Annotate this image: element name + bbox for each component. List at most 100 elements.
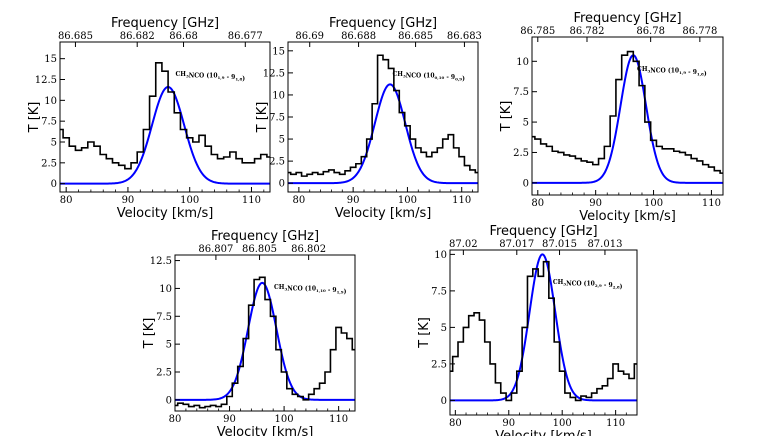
y-tick-label: 2.5: [513, 148, 529, 159]
observed-spectrum-line: [288, 54, 478, 177]
y-tick-label: 15: [272, 46, 285, 57]
x-tick-label: 80: [60, 195, 73, 206]
transition-label-subscript: 0,9: [455, 77, 462, 82]
transition-label-text: ): [620, 284, 623, 291]
top-tick-label: 86.782: [569, 26, 604, 37]
x-axis-title: Velocity [km/s]: [335, 206, 432, 221]
x-tick-label: 90: [589, 198, 602, 209]
x-tick-label: 90: [347, 195, 360, 206]
top-tick-label: 87.017: [499, 239, 534, 250]
transition-label-subscript: 3: [403, 74, 406, 79]
y-tick-label: 7.5: [269, 113, 285, 124]
y-axis-title: T [K]: [27, 102, 42, 134]
transition-label-subscript: 1,10: [316, 288, 326, 293]
y-tick-label: 7.5: [513, 87, 529, 98]
transition-label-subscript: 1,9: [337, 290, 344, 295]
transition-label-text: NCO (10: [566, 281, 595, 288]
x-axis-title: Velocity [km/s]: [495, 429, 592, 436]
x-tick-label: 80: [449, 418, 462, 429]
transition-label: CH3NCO (101,9 - 91,8): [176, 71, 246, 83]
transition-label-text: ): [462, 76, 465, 83]
plot-frame: [59, 41, 271, 193]
top-tick-label: 86.78: [636, 26, 665, 37]
x-tick-label: 90: [502, 418, 515, 429]
transition-label-text: - 9: [444, 74, 455, 81]
y-tick-label: 7.5: [431, 286, 447, 297]
transition-label-subscript: 2,8: [613, 285, 620, 290]
transition-label-text: CH: [274, 284, 285, 291]
y-tick-label: 0: [441, 396, 447, 407]
observed-spectrum-line: [175, 276, 355, 409]
top-axis-title: Frequency [GHz]: [489, 224, 597, 239]
transition-label-text: CH: [176, 71, 187, 78]
transition-label-subscript: 1,8: [697, 72, 704, 77]
y-tick-label: 5: [166, 340, 172, 351]
top-tick-label: 86.778: [682, 26, 717, 37]
top-tick-label: 86.807: [198, 244, 233, 255]
transition-label-text: - 9: [686, 69, 697, 76]
transition-label-subscript: 3: [563, 282, 566, 287]
y-tick-label: 5: [523, 118, 529, 129]
transition-label-text: NCO (10: [650, 68, 679, 75]
y-tick-label: 12.5: [150, 256, 172, 267]
x-tick-label: 100: [275, 414, 294, 425]
spectrum-panel-top-right: 80 90 100 110 0 2.5 5 7.5 10 86.785 86.782 86.78 86.…: [499, 11, 724, 224]
x-tick-label: 90: [223, 414, 236, 425]
top-tick-label: 86.802: [291, 244, 326, 255]
y-tick-label: 2.5: [156, 368, 172, 379]
model-fit-line: [288, 83, 478, 185]
top-tick-label: 86.785: [520, 26, 555, 37]
x-tick-label: 110: [702, 198, 721, 209]
x-tick-label: 110: [606, 418, 625, 429]
transition-label-subscript: 1,9: [679, 70, 686, 75]
top-tick-label: 86.685: [398, 31, 433, 42]
y-tick-label: 12.5: [263, 68, 285, 79]
transition-label: CH3NCO (101,9 - 91,8): [637, 66, 707, 78]
y-axis-title: T [K]: [499, 101, 514, 133]
y-tick-label: 0: [51, 179, 57, 190]
y-axis-title: T [K]: [255, 102, 270, 134]
top-tick-label: 86.805: [242, 244, 277, 255]
y-tick-label: 10: [159, 284, 172, 295]
transition-label-text: ): [344, 289, 347, 296]
y-tick-label: 12.5: [35, 75, 57, 86]
x-axis-title: Velocity [km/s]: [579, 209, 676, 224]
plot-frame: [174, 254, 356, 412]
observed-spectrum-line: [532, 50, 723, 174]
top-tick-label: 86.677: [228, 31, 263, 42]
y-tick-label: 10: [434, 250, 447, 261]
x-tick-label: 110: [452, 195, 471, 206]
x-tick-label: 110: [242, 195, 261, 206]
x-tick-label: 100: [180, 195, 199, 206]
x-axis-title: Velocity [km/s]: [217, 425, 314, 436]
y-tick-label: 5: [51, 138, 57, 149]
y-tick-label: 10: [516, 57, 529, 68]
top-axis-title: Frequency [GHz]: [211, 229, 319, 244]
plot-frame: [287, 41, 479, 193]
transition-label-subscript: 1,9: [218, 75, 225, 80]
transition-label-subscript: 2,9: [595, 283, 602, 288]
y-tick-label: 7.5: [156, 312, 172, 323]
spectrum-panel-bottom-left: 80 90 100 110 0 2.5 5 7.5 10 12.5 86.807 86.805 86.8…: [142, 229, 356, 436]
top-tick-label: 86.688: [341, 31, 376, 42]
transition-label-text: NCO (10: [406, 73, 435, 80]
y-tick-label: 10: [272, 90, 285, 101]
transition-label-subscript: 0,10: [435, 75, 445, 80]
y-tick-label: 2.5: [269, 157, 285, 168]
transition-label-subscript: 3: [648, 69, 651, 74]
top-axis-title: Frequency [GHz]: [573, 11, 681, 26]
top-axis-title: Frequency [GHz]: [329, 16, 437, 31]
y-tick-label: 2.5: [41, 158, 57, 169]
y-tick-label: 5: [441, 323, 447, 334]
y-tick-label: 0: [523, 178, 529, 189]
observed-spectrum-line: [450, 260, 637, 402]
x-tick-label: 100: [644, 198, 663, 209]
transition-label-text: ): [704, 71, 707, 78]
model-fit-line: [450, 253, 637, 402]
transition-label: CH3NCO (101,10 - 91,9): [274, 284, 347, 296]
transition-label-text: - 9: [326, 287, 337, 294]
y-tick-label: 5: [279, 135, 285, 146]
transition-label-text: NCO (10: [287, 286, 316, 293]
y-tick-label: 0: [279, 179, 285, 190]
